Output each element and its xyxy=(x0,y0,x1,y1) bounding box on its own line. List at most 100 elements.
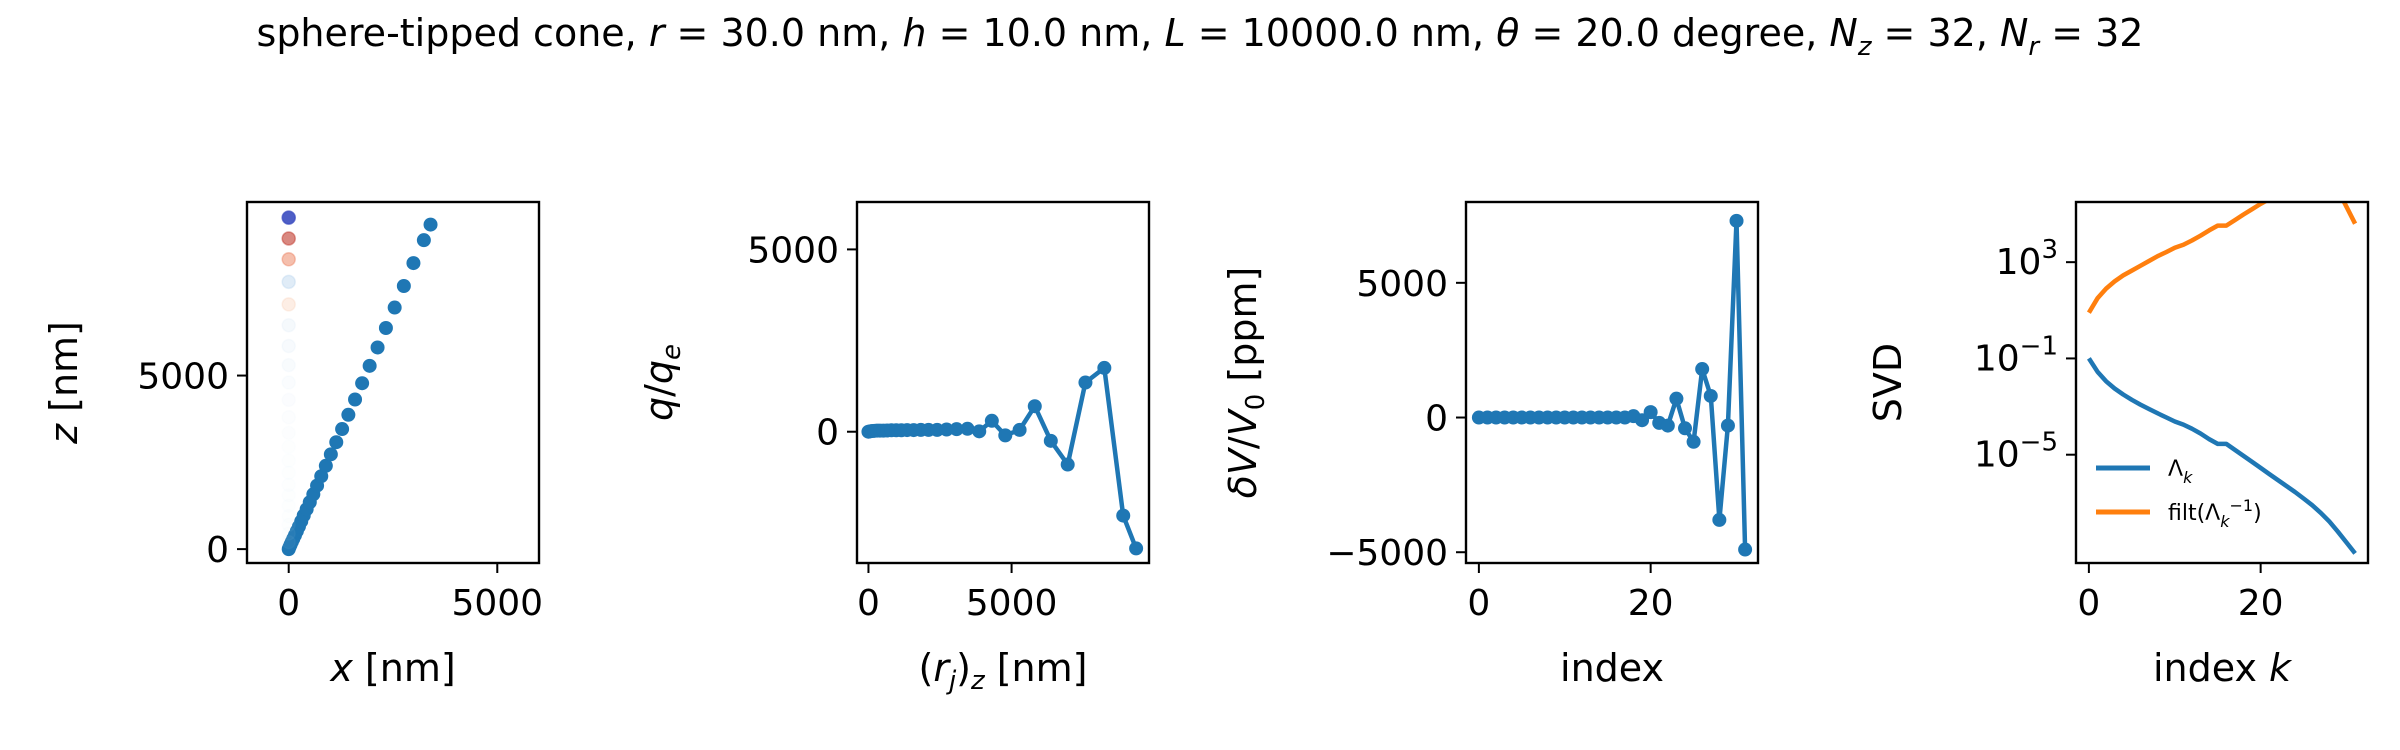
svd-y-axis-label: SVD xyxy=(1866,343,1910,422)
data-point xyxy=(423,217,438,232)
faded-point xyxy=(281,439,296,454)
faded-point xyxy=(281,297,296,312)
data-point xyxy=(416,233,431,248)
y-tick-label: 5000 xyxy=(747,230,839,271)
faded-point xyxy=(281,508,296,524)
subplot-charge: 0 5000 0 5000 (rj​)z​ [nm] q/qe​ xyxy=(637,200,1151,696)
data-point xyxy=(1078,375,1093,390)
faded-point xyxy=(281,274,296,290)
data-point xyxy=(387,300,402,315)
svd-plot-area xyxy=(2086,202,2358,555)
charge-plot-area xyxy=(861,360,1144,556)
data-point xyxy=(972,424,987,439)
data-point xyxy=(1643,405,1658,420)
y-tick-label: 0 xyxy=(816,413,839,454)
faded-point xyxy=(281,517,296,533)
charge-x-axis-label: (rj​)z​ [nm] xyxy=(918,646,1087,696)
y-tick-label: −5000 xyxy=(1326,533,1448,574)
data-point xyxy=(1660,418,1675,433)
svd-x-axis-label: index k xyxy=(2153,646,2293,690)
data-point xyxy=(323,447,338,462)
series-line-0 xyxy=(1478,218,1748,550)
data-point xyxy=(1695,362,1710,377)
data-point xyxy=(939,422,954,437)
data-point xyxy=(949,422,964,437)
y-tick-label: 5000 xyxy=(137,357,229,398)
data-point xyxy=(1060,457,1075,472)
geometry-y-axis-label: z [nm] xyxy=(42,321,86,445)
x-tick-label: 20 xyxy=(1628,583,1674,624)
geometry-axes-frame xyxy=(245,200,541,565)
y-tick-label: 0 xyxy=(1425,399,1448,440)
data-point xyxy=(960,421,975,436)
x-tick-label: 0 xyxy=(1467,583,1490,624)
faded-point xyxy=(281,409,296,425)
data-point xyxy=(1686,434,1701,449)
data-point xyxy=(318,458,333,473)
data-point xyxy=(1712,512,1727,527)
legend-label-0: Λk xyxy=(2168,457,2193,487)
data-point xyxy=(998,428,1013,443)
svd-axes-frame xyxy=(2074,200,2370,565)
faded-point xyxy=(281,338,296,354)
faded-point xyxy=(281,498,296,513)
faded-point xyxy=(281,357,296,373)
data-point xyxy=(1720,418,1735,433)
data-point xyxy=(1669,391,1684,406)
voltage-plot-area xyxy=(1471,213,1753,557)
data-point xyxy=(1012,422,1027,437)
data-point xyxy=(396,279,411,294)
subplots: 0 5000 0 5000 x [nm] z [nm] 0 5000 0 5000 (rj​)z​ … xyxy=(42,200,2370,696)
legend-label-1: filt(Λk−1) xyxy=(2168,496,2262,531)
faded-point xyxy=(281,210,296,225)
data-point xyxy=(1043,433,1058,448)
x-tick-label: 20 xyxy=(2238,583,2284,624)
data-point xyxy=(329,435,344,450)
data-point xyxy=(406,256,421,271)
faded-point xyxy=(281,252,296,267)
faded-point xyxy=(281,526,296,541)
data-point xyxy=(1097,360,1112,375)
data-point xyxy=(1738,542,1753,557)
data-point xyxy=(341,407,356,422)
voltage-axes-frame xyxy=(1464,200,1760,565)
series-line-0 xyxy=(2087,357,2357,555)
subplot-svd: 0 20 103 10−1 10−5 index k SVD Λk filt(Λk−1) xyxy=(1866,200,2370,690)
data-point xyxy=(348,392,363,407)
x-tick-label: 0 xyxy=(857,583,880,624)
y-tick-label: 103 xyxy=(1996,235,2058,283)
series-line-1 xyxy=(2086,202,2358,314)
data-point xyxy=(1116,508,1131,523)
geometry-x-axis-label: x [nm] xyxy=(329,646,455,690)
faded-point xyxy=(281,453,296,468)
series-line-0 xyxy=(867,365,1139,550)
faded-point xyxy=(281,425,296,441)
x-tick-label: 0 xyxy=(2077,583,2100,624)
faded-point xyxy=(281,375,296,390)
charge-y-axis-label: q/qe​ xyxy=(637,344,687,421)
data-point xyxy=(1678,421,1692,436)
x-tick-label: 0 xyxy=(277,583,300,624)
subplot-voltage: 0 20 −5000 0 5000 index δV/V0​ [ppm] xyxy=(1221,200,1760,690)
data-point xyxy=(370,340,385,355)
faded-point xyxy=(281,477,296,493)
data-point xyxy=(1729,213,1744,228)
data-point xyxy=(362,358,377,373)
x-tick-label: 5000 xyxy=(966,583,1058,624)
data-point xyxy=(1129,541,1144,556)
faded-point xyxy=(281,534,296,550)
data-point xyxy=(984,413,999,428)
faded-point xyxy=(281,231,296,246)
x-tick-label: 5000 xyxy=(451,583,543,624)
data-point xyxy=(378,321,393,336)
voltage-x-axis-label: index xyxy=(1560,646,1664,690)
faded-point xyxy=(281,465,296,480)
faded-point xyxy=(281,392,296,408)
y-tick-label: 10−5 xyxy=(1974,428,2058,476)
y-tick-label: 5000 xyxy=(1356,264,1448,305)
data-point xyxy=(1027,399,1042,414)
faded-point xyxy=(281,488,296,503)
geometry-plot-area xyxy=(281,210,438,557)
data-point xyxy=(1703,388,1718,403)
